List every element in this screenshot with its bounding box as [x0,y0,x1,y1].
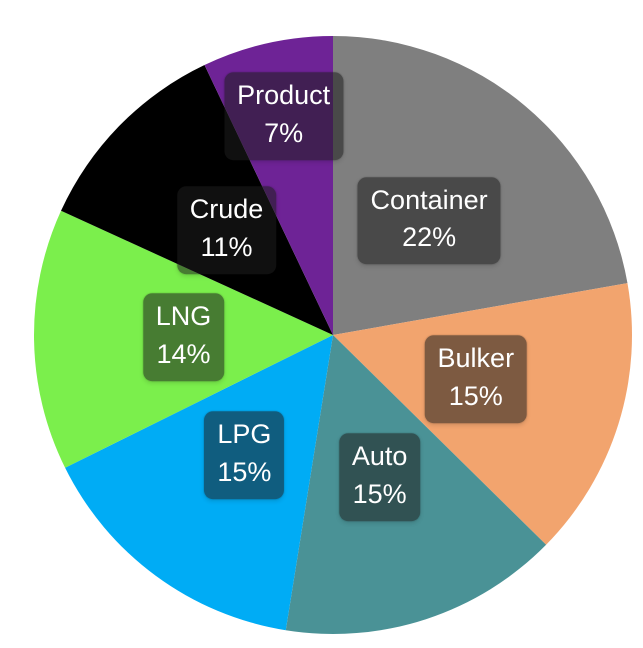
pie-slice-container [333,36,628,335]
pie-slice-lpg [65,335,333,631]
